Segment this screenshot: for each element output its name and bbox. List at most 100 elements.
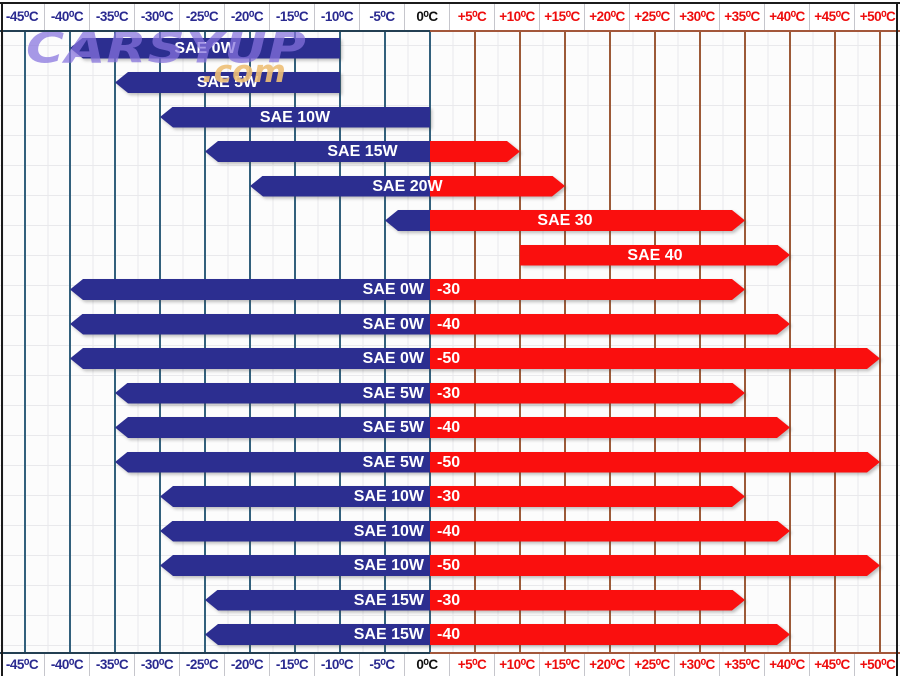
cold-range-segment [160, 486, 430, 507]
bar-shape [70, 348, 880, 369]
hot-range-segment [430, 210, 745, 231]
bar-label-hot-part: -30 [437, 488, 461, 505]
hot-range-segment [430, 314, 790, 335]
bar-shape [70, 279, 745, 300]
warm-gridline [609, 32, 611, 652]
bar-label-cold-part: SAE 10W [353, 488, 424, 505]
cold-gridline [69, 32, 71, 652]
tick-label-top: 0⁰C [405, 4, 450, 30]
bar-label-cold-part: SAE 5W [362, 419, 424, 436]
hot-range-segment [430, 417, 790, 438]
tick-label-bottom: -25⁰C [180, 654, 225, 676]
tick-label-bottom: +30⁰C [675, 654, 720, 676]
hot-range-segment [430, 279, 745, 300]
hot-range-segment [430, 452, 880, 473]
tick-label-bottom: -30⁰C [135, 654, 180, 676]
bar-shape [115, 72, 340, 93]
bar-sae-10w-50: SAE 10W -50 [160, 555, 880, 576]
axis-divider-top-cold [0, 30, 430, 32]
axis-divider-bottom-cold [0, 652, 430, 654]
warm-gridline [879, 32, 881, 652]
tick-label-bottom: -15⁰C [270, 654, 315, 676]
hot-range-segment [430, 521, 790, 542]
bar-sae-0w-40: SAE 0W -40 [70, 314, 790, 335]
cold-range-segment [160, 106, 430, 128]
tick-label-top: -25⁰C [180, 4, 225, 30]
bar-label: SAE 40 [627, 246, 683, 264]
warm-gridline [474, 32, 476, 652]
tick-label-bottom: -35⁰C [90, 654, 135, 676]
cold-gridline [24, 32, 26, 652]
tick-label-bottom: +25⁰C [630, 654, 675, 676]
bar-sae-0w-30: SAE 0W -30 [70, 279, 745, 300]
cold-range-segment [115, 452, 430, 473]
bar-shape [205, 590, 745, 611]
bar-shape [160, 555, 880, 576]
warm-gridline [564, 32, 566, 652]
hot-range-segment [430, 486, 745, 507]
bar-sae-30: SAE 30 [385, 210, 745, 231]
cold-gridline [114, 32, 116, 652]
tick-label-top: -45⁰C [0, 4, 45, 30]
tick-label-top: +10⁰C [495, 4, 540, 30]
bar-sae-15w-30: SAE 15W -30 [205, 590, 745, 611]
tick-label-bottom: +40⁰C [765, 654, 810, 676]
tick-label-bottom: +35⁰C [720, 654, 765, 676]
cold-range-segment [70, 314, 430, 335]
cold-gridline [384, 32, 386, 652]
bar-sae-40: SAE 40 [520, 245, 790, 266]
bar-sae-5w-50: SAE 5W -50 [115, 452, 880, 473]
tick-label-top: +50⁰C [859, 9, 896, 24]
tick-label-top: -40⁰C [45, 4, 90, 30]
cold-range-segment [160, 521, 430, 542]
cold-range-segment [205, 624, 430, 645]
plot-area: SAE 0W SAE 5W SAE 10W SAE 15W SAE 20W SAE 30 S… [0, 32, 900, 652]
tick-label-top: +30⁰C [675, 4, 720, 30]
cold-gridline [249, 32, 251, 652]
bar-sae-10w: SAE 10W [160, 106, 430, 128]
bar-sae-10w-40: SAE 10W -40 [160, 521, 790, 542]
tick-label-top: -5⁰C [360, 4, 405, 30]
tick-label-top: +15⁰C [540, 4, 585, 30]
bar-sae-10w-30: SAE 10W -30 [160, 486, 745, 507]
cold-range-segment [115, 383, 430, 404]
bar-label-hot-part: -50 [437, 350, 461, 367]
bar-label: SAE 30 [537, 212, 593, 229]
cold-gridline [294, 32, 296, 652]
cold-range-segment [115, 72, 340, 93]
tick-label-top: -35⁰C [90, 4, 135, 30]
tick-label-top: +20⁰C [585, 4, 630, 30]
tick-label-bottom: -45⁰C [0, 654, 45, 676]
bar-label: SAE 0W [174, 39, 236, 57]
chart-left-border [1, 2, 3, 676]
bar-shape [160, 486, 745, 507]
bar-label-cold-part: SAE 5W [362, 384, 424, 402]
cold-range-segment [70, 37, 340, 59]
bar-label-cold-part: SAE 15W [353, 626, 424, 643]
bar-label-cold-part: SAE 0W [362, 315, 424, 333]
bar-label-hot-part: -30 [437, 281, 461, 298]
cold-range-segment [70, 279, 430, 300]
cold-gridline [339, 32, 341, 652]
hot-range-segment [430, 176, 565, 197]
bar-label-hot-part: -30 [437, 384, 461, 402]
bar-shape [385, 210, 745, 231]
temperature-axis-top: -45⁰C -40⁰C -35⁰C -30⁰C -25⁰C -20⁰C -15⁰C -10⁰C… [0, 4, 900, 30]
bar-sae-5w-40: SAE 5W -40 [115, 417, 790, 438]
cold-gridline [204, 32, 206, 652]
bar-sae-0w: SAE 0W [70, 37, 340, 59]
chart-top-border [0, 2, 900, 4]
bar-sae-15w: SAE 15W [205, 141, 520, 162]
cold-gridline [429, 32, 431, 652]
chart-right-border [896, 2, 898, 676]
tick-label-bottom: -40⁰C [45, 654, 90, 676]
bar-label-hot-part: -50 [437, 557, 461, 574]
axis-divider-bottom-hot [430, 652, 900, 654]
bar-shape [205, 624, 790, 645]
bar-label-cold-part: SAE 5W [362, 453, 424, 471]
tick-label-bottom: +5⁰C [450, 654, 495, 676]
bar-label-cold-part: SAE 15W [353, 591, 424, 609]
hot-range-segment [520, 245, 790, 266]
hot-range-segment [430, 383, 745, 404]
temperature-axis-bottom: -45⁰C -40⁰C -35⁰C -30⁰C -25⁰C -20⁰C -15⁰C -10⁰C… [0, 654, 900, 676]
